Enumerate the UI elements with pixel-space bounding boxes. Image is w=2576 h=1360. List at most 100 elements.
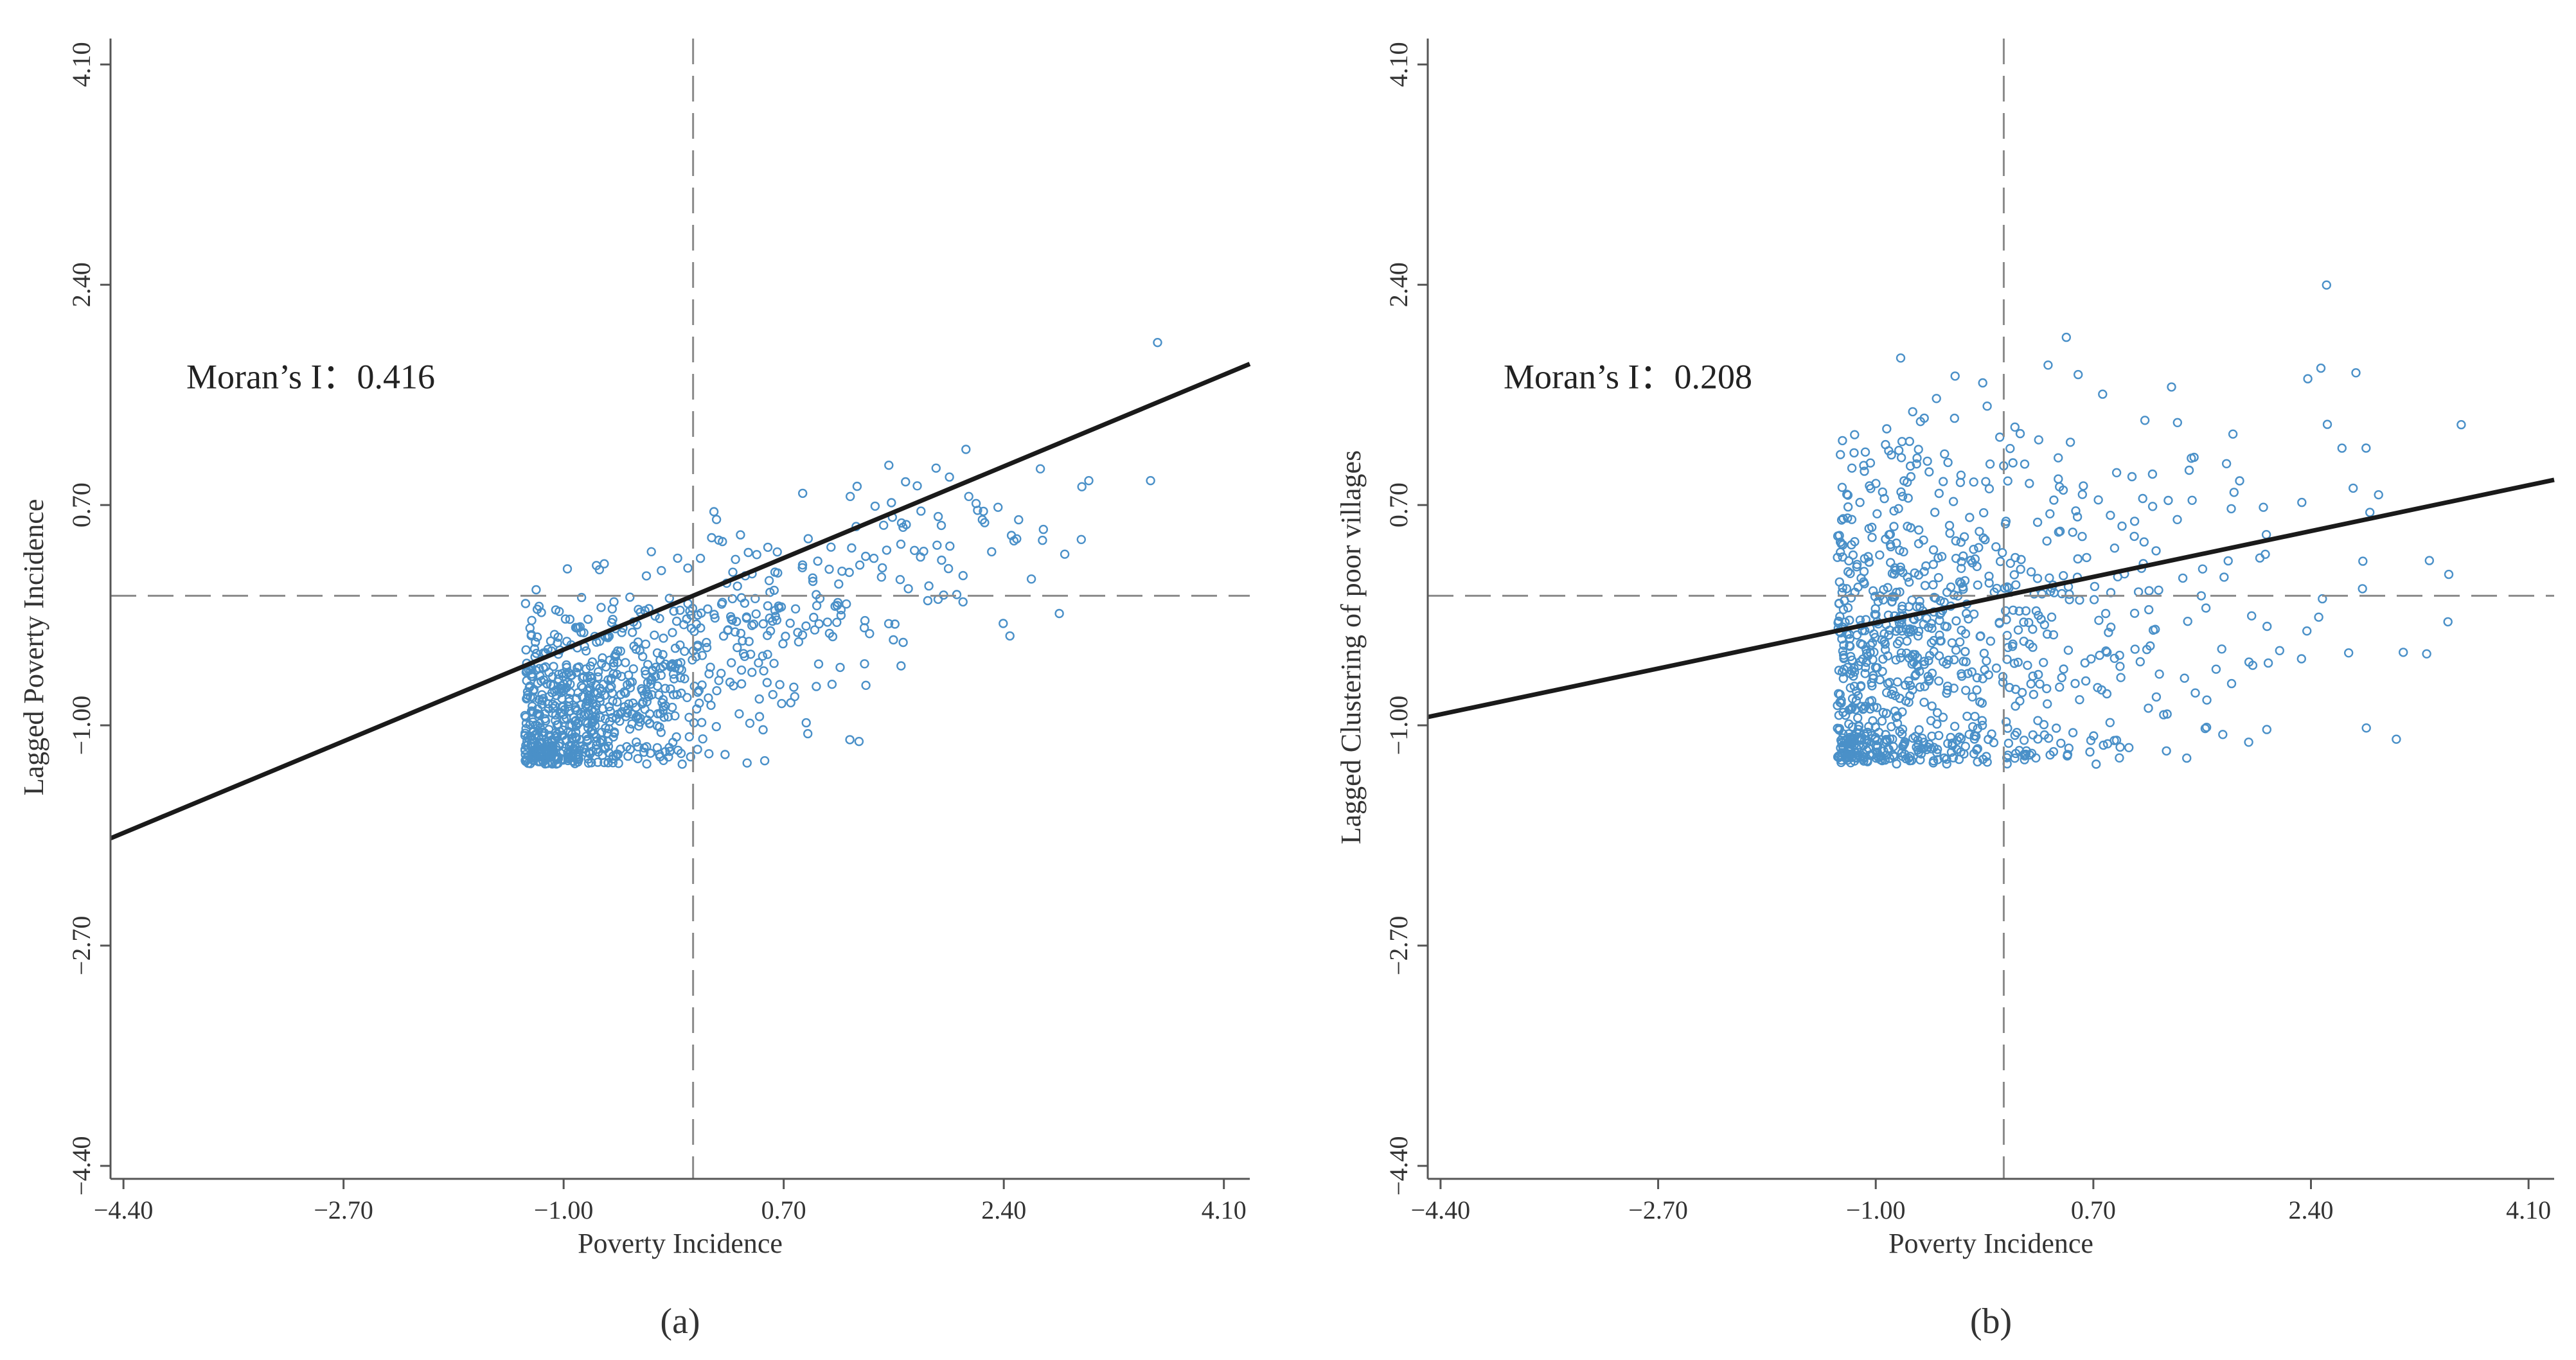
data-point [534,601,544,611]
data-point [1892,677,1903,687]
data-point [1960,647,1970,657]
data-point [2151,692,2162,702]
data-point [854,736,864,746]
data-point [1915,417,1926,427]
data-point [2187,454,2196,463]
data-point [1896,648,1906,658]
data-point [1928,560,1939,569]
data-point [1901,754,1911,764]
data-point [1845,634,1855,644]
data-point [1896,565,1905,575]
data-point [609,597,619,606]
data-point [528,686,538,696]
data-point [2358,556,2368,566]
data-point [1872,509,1882,518]
data-point [666,684,675,694]
data-point [2038,658,2048,667]
data-point [2361,723,2371,733]
data-point [890,619,900,629]
data-point [633,637,643,647]
data-point [2073,554,2083,564]
data-point [2039,730,2050,740]
data-point [2013,625,2023,635]
data-point [656,727,666,737]
data-point [2005,444,2015,454]
data-point [1944,655,1953,665]
data-point [876,572,887,582]
data-point [2110,543,2120,553]
data-point [576,628,586,637]
data-point [2011,580,2021,590]
data-point [764,576,774,585]
y-tick-label: 0.70 [67,482,96,527]
data-point [1951,645,1961,655]
data-point [728,567,738,577]
data-point [1879,629,1889,639]
data-point [2025,639,2034,649]
data-point [1862,756,1872,766]
data-point [1885,734,1895,744]
data-point [2094,615,2104,625]
data-point [2154,669,2164,679]
data-point [583,718,592,729]
data-point [2027,748,2037,758]
data-point [932,540,942,550]
data-point [1839,664,1849,675]
data-point [669,606,679,616]
data-point [2057,673,2066,683]
data-point [2135,657,2145,667]
data-point [754,694,764,704]
data-point [1919,567,1929,576]
data-point [882,545,892,555]
data-point [632,711,643,721]
data-point [773,568,783,578]
data-point [1860,669,1870,678]
data-point [1928,756,1939,766]
data-point [1910,732,1921,741]
data-point [801,621,811,631]
data-point [571,733,582,743]
data-point [562,662,572,673]
data-point [1966,556,1976,565]
data-point [1934,676,1944,686]
data-point [2159,710,2169,720]
data-point [2343,648,2354,658]
data-point [2025,479,2034,488]
data-point [1888,741,1898,752]
data-point [747,667,757,677]
data-point [595,693,605,703]
data-point [1984,484,1994,493]
data-point [702,637,711,648]
data-point [2139,537,2149,547]
data-point [2012,727,2022,737]
data-point [2059,664,2068,674]
data-point [663,712,673,722]
data-point [912,481,922,491]
data-point [653,681,662,691]
data-point [1972,673,1982,683]
data-point [616,646,625,656]
data-point [567,734,577,744]
data-point [2190,688,2200,698]
data-point [2106,511,2115,520]
data-point [659,633,668,643]
data-point [1928,545,1939,555]
data-point [718,597,727,607]
data-point [2089,731,2099,741]
data-point [605,684,615,693]
data-point [1903,493,1913,503]
data-point [1864,524,1874,533]
data-point [2303,374,2313,384]
data-point [733,581,742,591]
data-point [1885,529,1896,539]
data-point [2049,495,2059,505]
data-point [1835,612,1845,621]
data-point [567,720,576,730]
data-point [1908,407,1917,417]
data-point [593,757,603,767]
data-point [731,554,740,564]
data-point [1905,680,1915,691]
data-point [2138,493,2147,504]
data-point [1852,630,1862,640]
